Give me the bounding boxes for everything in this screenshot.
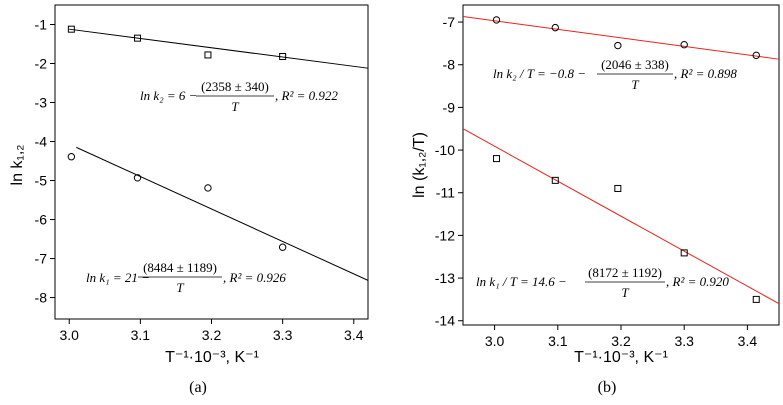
y-tick-label: -1 xyxy=(35,17,48,33)
y-tick-label: -13 xyxy=(435,270,455,286)
data-point-square xyxy=(279,52,287,60)
y-tick-label: -2 xyxy=(35,56,48,72)
data-point-circle xyxy=(204,184,212,192)
y-tick-label: -6 xyxy=(35,212,48,228)
x-axis-label: T⁻¹·10⁻³, K⁻¹ xyxy=(165,349,259,366)
data-point-square xyxy=(134,34,142,42)
equation-numerator: (8172 ± 1192) xyxy=(588,265,662,280)
x-tick-label: 3.4 xyxy=(738,333,758,349)
data-point-square xyxy=(680,249,688,257)
x-tick-label: 3.2 xyxy=(611,333,631,349)
data-point-square xyxy=(204,51,212,59)
equation-denominator: T xyxy=(621,285,629,300)
panel-b: 3.0 3.1 3.2 3.3 3.4 -7 -8 -9 -10 -11 -12 -13 -14 T⁻… xyxy=(411,4,780,396)
data-point-circle xyxy=(492,16,501,24)
x-tick-label: 3.4 xyxy=(344,327,364,343)
x-tick-label: 3.1 xyxy=(548,333,568,349)
equation-tail: , R² = 0.922 xyxy=(275,88,338,103)
x-tick-label: 3.0 xyxy=(485,333,505,349)
equation-denominator: T xyxy=(631,77,639,92)
equation-k2-over-t: ln k₂ / T = −0.8 − (2046 ± 338) T , R² =… xyxy=(493,57,737,92)
data-point-circle xyxy=(752,51,760,60)
data-point-circle xyxy=(614,41,622,50)
data-point-circle xyxy=(551,23,559,32)
data-point-square xyxy=(614,184,622,192)
y-tick-label: -5 xyxy=(35,173,48,189)
data-point-square xyxy=(67,25,75,33)
x-tick-label: 3.3 xyxy=(674,333,694,349)
equation-numerator: (2046 ± 338) xyxy=(601,57,669,72)
y-tick-label: -7 xyxy=(35,251,48,267)
x-axis-label: T⁻¹·10⁻³, K⁻¹ xyxy=(574,349,668,366)
fit-line-2 xyxy=(462,128,780,305)
equation-tail: , R² = 0.926 xyxy=(223,270,286,285)
equation-numerator: (2358 ± 340) xyxy=(201,79,269,94)
data-point-square xyxy=(551,176,559,184)
y-tick-label: -7 xyxy=(443,14,456,30)
equation-tail: , R² = 0.920 xyxy=(666,274,729,289)
panel-label: (b) xyxy=(598,379,617,396)
panel-label: (a) xyxy=(189,379,207,396)
y-tick-label: -8 xyxy=(35,290,48,306)
y-tick-label: -10 xyxy=(435,142,455,158)
panel-a: 3.0 3.1 3.2 3.3 3.4 -1 -2 -3 -4 -5 -6 -7 -8 T⁻¹·10⁻… xyxy=(9,4,369,396)
data-point-circle xyxy=(680,40,688,49)
equation-lhs: ln k₂ / T = −0.8 − xyxy=(493,66,586,81)
data-point-circle xyxy=(278,243,287,251)
equation-lhs: ln k₂ = 6 − xyxy=(140,88,197,103)
x-tick-label: 3.3 xyxy=(273,327,293,343)
fit-line-2 xyxy=(76,146,369,281)
fit-line-1 xyxy=(69,28,369,69)
data-point-square xyxy=(752,295,760,303)
equation-tail: , R² = 0.898 xyxy=(674,66,737,81)
equation-lhs: ln k₁ / T = 14.6 − xyxy=(476,274,567,289)
data-point-circle xyxy=(133,174,142,182)
equation-denominator: T xyxy=(176,280,184,295)
y-tick-label: -8 xyxy=(443,57,456,73)
y-tick-label: -4 xyxy=(35,134,48,150)
data-point-square xyxy=(492,155,500,163)
y-axis-label: ln (k₁,₂/T) xyxy=(411,132,428,198)
y-tick-label: -14 xyxy=(435,313,455,329)
equation-k2: ln k₂ = 6 − (2358 ± 340) T , R² = 0.922 xyxy=(140,79,338,114)
x-tick-label: 3.2 xyxy=(202,327,222,343)
equation-lhs: ln k₁ = 21 − xyxy=(86,270,150,285)
x-tick-label: 3.0 xyxy=(59,327,79,343)
equation-k1: ln k₁ = 21 − (8484 ± 1189) T , R² = 0.92… xyxy=(86,260,286,295)
equation-denominator: T xyxy=(231,99,239,114)
y-tick-label: -9 xyxy=(443,99,456,115)
y-tick-label: -3 xyxy=(35,95,48,111)
x-tick-label: 3.1 xyxy=(131,327,151,343)
equation-k1-over-t: ln k₁ / T = 14.6 − (8172 ± 1192) T , R² … xyxy=(476,265,729,300)
equation-numerator: (8484 ± 1189) xyxy=(143,260,217,275)
y-tick-label: -12 xyxy=(435,227,455,243)
y-tick-label: -11 xyxy=(436,185,455,201)
y-axis-label: ln k₁,₂ xyxy=(9,145,26,186)
fit-line-1 xyxy=(462,16,780,60)
data-point-circle xyxy=(67,153,76,161)
